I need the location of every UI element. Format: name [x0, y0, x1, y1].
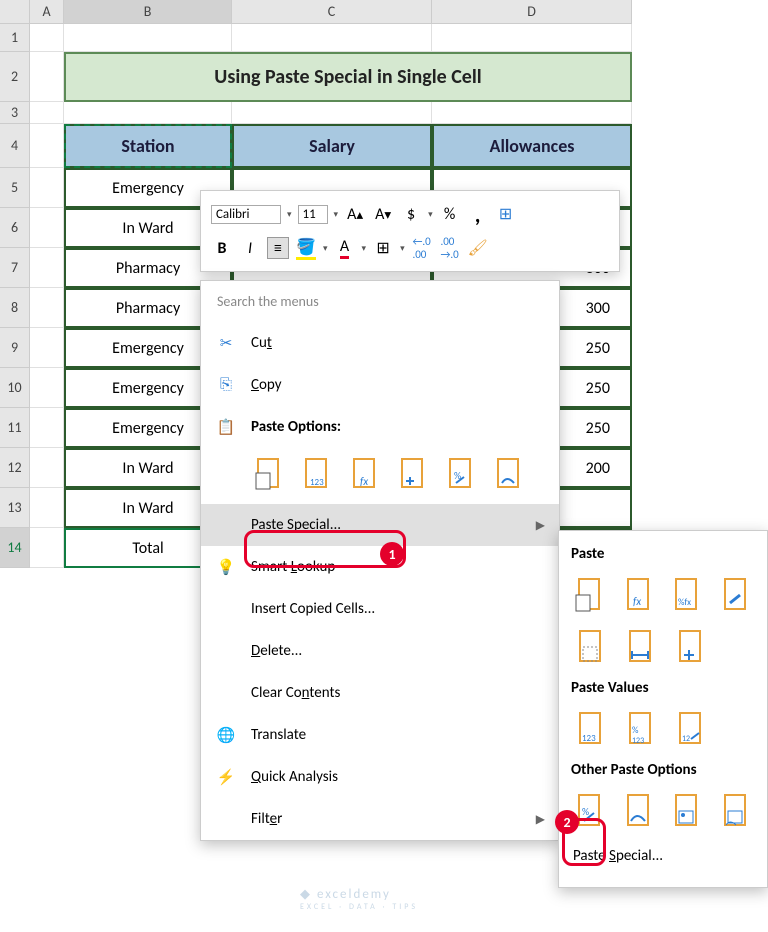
- translate-item[interactable]: 🌐Translate: [201, 714, 559, 756]
- badge-2: 2: [555, 810, 579, 834]
- col-header-a[interactable]: A: [30, 0, 64, 24]
- paste-values-icon[interactable]: 123: [299, 454, 335, 494]
- translate-icon: 🌐: [215, 724, 237, 746]
- paste-icon[interactable]: [251, 454, 287, 494]
- svg-text:123: 123: [310, 477, 324, 488]
- paste-column-width-icon[interactable]: [621, 625, 661, 669]
- header-allowances[interactable]: Allowances: [432, 124, 632, 168]
- increase-decimal-icon[interactable]: .00→.0: [439, 237, 461, 259]
- row-header[interactable]: 3: [0, 102, 30, 124]
- currency-icon[interactable]: $: [400, 203, 422, 225]
- title-cell[interactable]: Using Paste Special in Single Cell: [64, 52, 632, 102]
- paste-linked-picture-icon[interactable]: [717, 789, 756, 833]
- col-header-b[interactable]: B: [64, 0, 232, 24]
- font-size-selector[interactable]: 11: [298, 205, 328, 224]
- submenu-other-title: Other Paste Options: [569, 755, 757, 785]
- svg-text:%fx: %fx: [678, 597, 691, 608]
- quick-analysis-icon: ⚡: [215, 766, 237, 788]
- paste-formulas-icon[interactable]: fx: [347, 454, 383, 494]
- mini-toolbar: Calibri▾ 11▾ A▴ A▾ $▾ % , ⊞ B I ≡ 🪣▾ A▾ …: [200, 190, 620, 272]
- borders-icon[interactable]: ⊞: [372, 237, 394, 259]
- svg-text:%: %: [632, 725, 639, 736]
- fill-color-icon[interactable]: 🪣: [295, 237, 317, 259]
- paste-values-icon[interactable]: 123: [571, 707, 611, 751]
- increase-font-icon[interactable]: A▴: [344, 203, 366, 225]
- lightbulb-icon: 💡: [215, 556, 237, 578]
- italic-icon[interactable]: I: [239, 237, 261, 259]
- filter-item[interactable]: Filter▶: [201, 798, 559, 840]
- format-painter-icon[interactable]: 🖌: [467, 237, 489, 259]
- decrease-font-icon[interactable]: A▾: [372, 203, 394, 225]
- row-header[interactable]: 4: [0, 124, 30, 168]
- svg-text:123: 123: [582, 733, 596, 744]
- paste-options-row: 123 fx %: [201, 448, 559, 504]
- cut-item[interactable]: ✂Cut: [201, 322, 559, 364]
- header-salary[interactable]: Salary: [232, 124, 432, 168]
- paste-link-icon[interactable]: [620, 789, 659, 833]
- font-selector[interactable]: Calibri: [211, 205, 281, 224]
- svg-text:fx: fx: [360, 475, 368, 488]
- align-icon[interactable]: ≡: [267, 237, 289, 259]
- row-header[interactable]: 1: [0, 24, 30, 52]
- copy-item[interactable]: ⎘Copy: [201, 364, 559, 406]
- paste-transpose-icon[interactable]: [671, 625, 711, 669]
- clipboard-icon: 📋: [215, 416, 237, 438]
- percent-icon[interactable]: %: [439, 203, 461, 225]
- bold-icon[interactable]: B: [211, 237, 233, 259]
- paste-formulas-icon[interactable]: fx: [620, 573, 659, 617]
- insert-copied-item[interactable]: Insert Copied Cells...: [201, 588, 559, 630]
- clear-contents-item[interactable]: Clear Contents: [201, 672, 559, 714]
- svg-text:123: 123: [632, 736, 644, 746]
- paste-source-formatting-icon[interactable]: [717, 573, 756, 617]
- delete-item[interactable]: Delete...: [201, 630, 559, 672]
- scissors-icon: ✂: [215, 332, 237, 354]
- paste-values-source-icon[interactable]: 12: [671, 707, 711, 751]
- paste-values-number-icon[interactable]: %123: [621, 707, 661, 751]
- badge-1: 1: [380, 542, 404, 566]
- col-header-c[interactable]: C: [232, 0, 432, 24]
- header-station[interactable]: Station: [64, 124, 232, 168]
- menu-search[interactable]: Search the menus: [201, 281, 559, 322]
- paste-picture-icon[interactable]: [668, 789, 707, 833]
- paste-link-icon[interactable]: [491, 454, 527, 494]
- paste-formulas-formatting-icon[interactable]: %fx: [668, 573, 707, 617]
- chevron-right-icon: ▶: [536, 812, 545, 827]
- comma-icon[interactable]: ,: [467, 203, 489, 225]
- row-header[interactable]: 2: [0, 52, 30, 102]
- col-header-d[interactable]: D: [432, 0, 632, 24]
- paste-no-borders-icon[interactable]: [571, 625, 611, 669]
- decrease-decimal-icon[interactable]: ←.0.00: [411, 237, 433, 259]
- font-color-icon[interactable]: A: [334, 237, 356, 259]
- select-all-corner[interactable]: [0, 0, 30, 24]
- paste-formatting-icon[interactable]: %: [443, 454, 479, 494]
- copy-icon: ⎘: [215, 374, 237, 396]
- svg-text:12: 12: [682, 734, 690, 744]
- submenu-values-title: Paste Values: [569, 673, 757, 703]
- submenu-paste-title: Paste: [569, 539, 757, 569]
- paste-options-label: 📋Paste Options:: [201, 406, 559, 448]
- quick-analysis-item[interactable]: ⚡Quick Analysis: [201, 756, 559, 798]
- svg-text:%: %: [582, 805, 589, 818]
- paste-transpose-icon[interactable]: [395, 454, 431, 494]
- format-icon[interactable]: ⊞: [495, 203, 517, 225]
- chevron-right-icon: ▶: [536, 518, 545, 533]
- paste-icon[interactable]: [571, 573, 610, 617]
- svg-text:fx: fx: [633, 595, 641, 608]
- watermark: ◆ exceldemy EXCEL · DATA · TIPS: [300, 887, 418, 912]
